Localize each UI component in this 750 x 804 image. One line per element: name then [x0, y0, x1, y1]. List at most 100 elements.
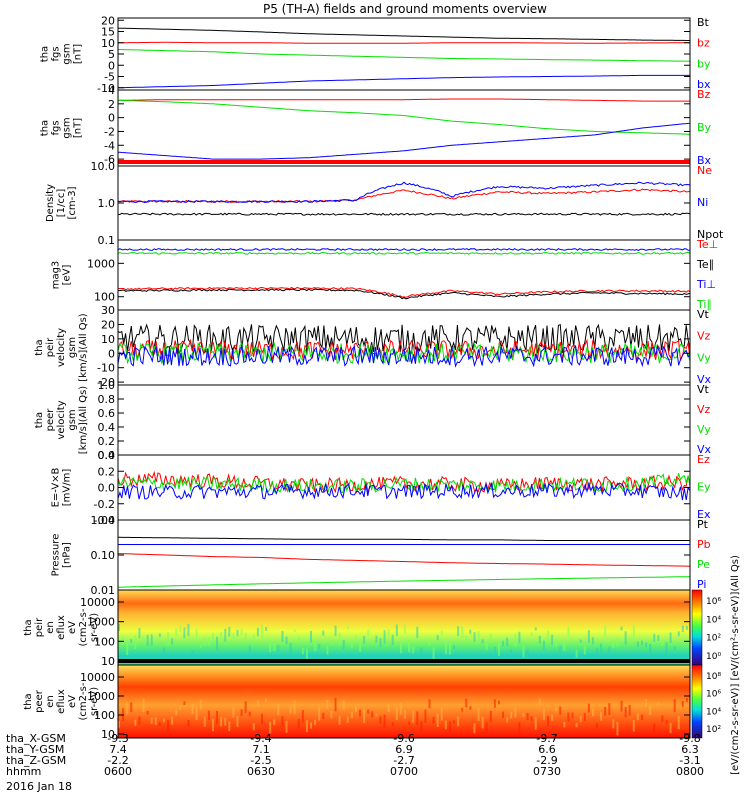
y-label-line: Pressure [51, 534, 62, 577]
spectrogram-streak [657, 635, 660, 641]
spectrogram-streak [158, 633, 161, 638]
spectrogram-streak [322, 712, 325, 719]
spectrogram-streak [167, 720, 170, 732]
spectrogram-streak [363, 709, 366, 724]
colorbar-1: 10⁶ 10⁴ 10² 10⁰ [691, 589, 721, 666]
x-tick-label: -9.6 [393, 732, 414, 745]
spectrogram-streak [122, 635, 125, 645]
spectrogram-streak [632, 625, 635, 638]
spectrogram-streak [273, 719, 276, 725]
x-tick-label: 0700 [390, 765, 418, 778]
spectrogram-streak [330, 710, 333, 719]
spectrogram-streak [408, 721, 411, 726]
spectrogram-streak [297, 719, 300, 729]
spectrogram-streak [391, 634, 394, 645]
spectrogram-streak [269, 638, 272, 653]
legend-vt: Vt [697, 383, 710, 396]
spectrogram-streak [542, 640, 545, 650]
panel-2: Bz By Bx 420-2-4-6 tha fgs gsm [nT] [40, 84, 712, 167]
x-tick-label: 0800 [676, 765, 704, 778]
spectrogram-streak [236, 715, 239, 727]
spectrogram-streak [404, 624, 406, 634]
spectrogram-streak [171, 638, 174, 645]
spectrogram-streak [436, 635, 439, 641]
legend-vz: Vz [697, 403, 711, 416]
panel-frame [117, 165, 691, 241]
spectrogram-streak [130, 639, 133, 643]
spectrogram-streak [346, 716, 349, 723]
spectrogram-streak [220, 631, 223, 643]
panel-8: Pt Pb Pe Pi 1.00 0.10 0.01 Pressure [nPa] [51, 514, 711, 597]
spectrogram-streak [216, 636, 219, 651]
x-tick-label: -9.3 [107, 732, 128, 745]
spectrogram-streak [616, 636, 619, 647]
y-tick-label: 100 [94, 635, 115, 648]
x-tick-label: 6.6 [538, 743, 556, 756]
spectrogram-streak [428, 638, 431, 646]
colorbar-2: 10⁸ 10⁶ 10⁴ 10² [691, 664, 721, 739]
spectrogram-streak [338, 632, 341, 645]
spectrogram-streak [653, 633, 656, 642]
y-label-line: tha [23, 619, 34, 635]
spectrogram-streak [326, 646, 329, 655]
spectrogram-streak [167, 632, 170, 646]
spectrogram-streak [195, 707, 198, 721]
series-pb [118, 553, 691, 567]
spectrogram-streak [391, 722, 394, 727]
spectrogram-streak [118, 721, 120, 728]
spectrogram-streak [632, 720, 635, 732]
spectrogram-streak [420, 721, 423, 731]
y-tick-label: 2 [108, 98, 115, 111]
spectrogram-streak [477, 631, 480, 644]
spectrogram-streak [289, 705, 292, 714]
spectrogram-streak [620, 626, 623, 631]
series-ex [117, 481, 691, 501]
spectrogram-streak [175, 709, 178, 716]
spectrogram-streak [305, 720, 308, 733]
panel-frame [117, 384, 691, 456]
x-tick-label: -2.9 [536, 754, 557, 767]
spectrogram-streak [497, 643, 500, 656]
spectrogram-streak [677, 631, 680, 637]
spectrogram-streak [399, 702, 402, 715]
spectrogram-streak [301, 647, 304, 655]
legend-by: By [697, 121, 712, 134]
colorbar-tick: 10⁸ [706, 672, 721, 682]
spectrogram-streak [126, 702, 129, 715]
legend-pi: Pi [697, 578, 706, 591]
spectrogram-streak [534, 627, 537, 631]
spectrogram-streak [432, 647, 435, 662]
spectrogram-streak [387, 629, 390, 637]
panel-frame [117, 664, 691, 739]
fill-band [118, 659, 690, 663]
spectrogram-streak [506, 637, 509, 647]
spectrogram-streak [228, 626, 231, 637]
y-tick-label: 30 [101, 304, 115, 317]
spectrogram-streak [350, 712, 353, 718]
y-label-line: sr-eV) [89, 613, 100, 642]
y-tick-label: -10 [97, 82, 115, 95]
spectrogram-streak [383, 714, 386, 728]
y-label-line: peer [34, 689, 45, 713]
spectrogram-streak [371, 640, 374, 645]
x-tick-label: -2.7 [393, 754, 414, 767]
x-tick-label: -2.5 [250, 754, 271, 767]
spectrogram-streak [248, 645, 251, 659]
x-tick-label: 6.3 [681, 743, 699, 756]
spectrogram-streak [669, 632, 672, 643]
y-label-line: gsm [67, 409, 78, 430]
spectrogram-streak [538, 635, 541, 644]
colorbar-tick: 10² [706, 725, 721, 735]
spectrogram-streak [334, 697, 337, 712]
spectrogram-streak [542, 708, 545, 720]
y-axis-label: tha fgs gsm [nT] [40, 117, 84, 138]
legend-npot: Npot [697, 228, 724, 241]
y-tick-label: 0 [108, 347, 115, 360]
x-tick-label: 6.9 [395, 743, 413, 756]
spectrogram-streak [624, 706, 627, 718]
y-tick-label: 20 [101, 14, 115, 27]
colorbar-tick: 10⁴ [706, 615, 721, 625]
